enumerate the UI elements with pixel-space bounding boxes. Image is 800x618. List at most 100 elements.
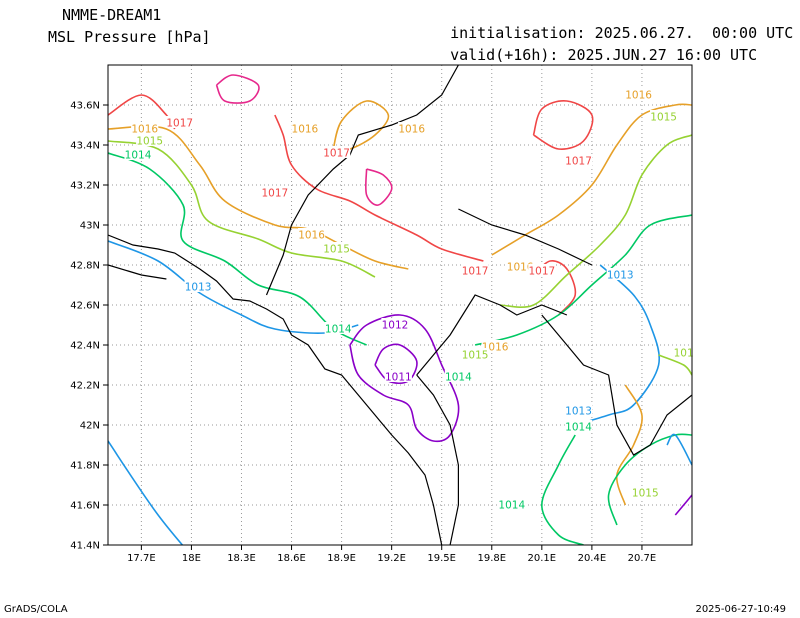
lon-tick-label: 20.4E bbox=[578, 553, 607, 564]
country-border bbox=[458, 208, 593, 266]
country-border bbox=[265, 65, 459, 296]
isobar-label: 1017 bbox=[528, 266, 555, 278]
isobar-label-bg bbox=[650, 110, 678, 122]
lat-tick-label: 41.6N bbox=[70, 501, 100, 512]
isobar-label: 1015 bbox=[136, 136, 163, 148]
init-value: 2025.06.27. 00:00 UTC bbox=[594, 24, 794, 42]
isobar-label-bg bbox=[506, 260, 534, 272]
lat-tick-label: 43.4N bbox=[70, 141, 100, 152]
model-title: NMME-DREAM1 bbox=[62, 6, 162, 24]
isobar-label-bg bbox=[131, 122, 159, 134]
isobar-label-bg bbox=[461, 264, 489, 276]
isobar-1012 bbox=[674, 494, 692, 516]
isobar-1014 bbox=[108, 152, 367, 346]
country-border bbox=[416, 294, 568, 376]
isobar-label-bg bbox=[381, 318, 409, 330]
isobar-label-bg bbox=[322, 242, 351, 254]
isobar-label-bg bbox=[297, 228, 326, 240]
isobar-label: 1015 bbox=[650, 112, 677, 124]
axes: 17.7E 18E 18.3E 18.6E 18.9E 19.2E 19.5E 19.8E 20… bbox=[70, 101, 656, 565]
isobar-1017 bbox=[532, 260, 577, 316]
isobar-1015 bbox=[658, 354, 692, 376]
isobar-1017 bbox=[274, 114, 484, 262]
coastline bbox=[108, 264, 167, 280]
isobar-label: 1016 bbox=[507, 262, 534, 274]
isobar-label-bg bbox=[631, 486, 659, 498]
valid-label: valid(+16h): bbox=[450, 46, 559, 64]
isobar-label-bg bbox=[564, 420, 593, 432]
isobar-1012 bbox=[349, 314, 460, 443]
lon-tick-label: 20.1E bbox=[528, 553, 557, 564]
isobar-label-bg bbox=[528, 264, 556, 276]
isobars bbox=[108, 74, 692, 545]
lat-tick-label: 41.4N bbox=[70, 541, 100, 552]
lat-tick-label: 41.8N bbox=[70, 461, 100, 472]
lon-tick-label: 19.2E bbox=[377, 553, 406, 564]
isobar-label: 1014 bbox=[498, 500, 525, 512]
lat-tick-label: 42.8N bbox=[70, 261, 100, 272]
isobar-1018 bbox=[215, 74, 260, 104]
isobar-1014 bbox=[607, 433, 692, 526]
coastlines-borders bbox=[108, 65, 692, 545]
isobar-label: 1016 bbox=[292, 124, 319, 136]
isobar-label-bg bbox=[136, 134, 164, 146]
isobar-label-bg bbox=[498, 498, 526, 510]
isobar-label: 1014 bbox=[565, 422, 592, 434]
run-timestamp: 2025-06-27-10:49 bbox=[695, 604, 786, 615]
isobar-1016 bbox=[616, 384, 643, 506]
lon-tick-label: 19.5E bbox=[427, 553, 456, 564]
isobar-1013 bbox=[666, 433, 692, 466]
isobar-label-bg bbox=[461, 348, 489, 360]
isobar-label: 1016 bbox=[625, 90, 652, 102]
credit: GrADS/COLA bbox=[4, 604, 68, 615]
isobar-label-bg bbox=[606, 268, 634, 280]
isobar-label: 1015 bbox=[462, 350, 489, 362]
lat-tick-label: 42N bbox=[80, 421, 100, 432]
isobar-1013 bbox=[108, 240, 359, 334]
isobar-1013 bbox=[108, 440, 184, 545]
isobar-1014 bbox=[474, 214, 692, 346]
isobar-label-bg bbox=[124, 148, 152, 160]
lat-tick-label: 42.6N bbox=[70, 301, 100, 312]
isobar-label: 1013 bbox=[565, 406, 592, 418]
isobar-label: 1017 bbox=[323, 148, 350, 160]
isobar-label: 1017 bbox=[565, 156, 592, 168]
isobar-label: 1015 bbox=[323, 244, 350, 256]
isobar-1015 bbox=[500, 134, 692, 308]
isobar-label-bg bbox=[324, 322, 352, 334]
isobar-label-bg bbox=[322, 146, 351, 158]
country-border bbox=[541, 314, 692, 456]
isobar-label: 1017 bbox=[462, 266, 489, 278]
isobar-label-bg bbox=[184, 280, 212, 292]
isobar-label-bg bbox=[564, 404, 593, 416]
isobar-label: 1016 bbox=[398, 124, 425, 136]
isobar-label: 1013 bbox=[607, 270, 634, 282]
variable-title: MSL Pressure [hPa] bbox=[48, 28, 211, 46]
isobar-label: 101 bbox=[674, 348, 694, 360]
isobar-label: 1011 bbox=[385, 372, 412, 384]
isobar-label-bg bbox=[384, 370, 412, 382]
lat-tick-label: 43N bbox=[80, 221, 100, 232]
lon-tick-label: 20.7E bbox=[628, 553, 657, 564]
lat-tick-label: 43.6N bbox=[70, 101, 100, 112]
isobar-label-bg bbox=[166, 116, 194, 128]
isobar-label-bg bbox=[564, 154, 593, 166]
lon-tick-label: 17.7E bbox=[127, 553, 156, 564]
isobar-label: 1016 bbox=[131, 124, 158, 136]
lon-tick-label: 19.8E bbox=[477, 553, 506, 564]
isobar-1014 bbox=[540, 434, 584, 545]
init-label: initialisation: bbox=[450, 24, 586, 42]
isobar-label: 1015 bbox=[632, 488, 659, 500]
isobar-label-bg bbox=[291, 122, 319, 134]
lon-tick-label: 18.3E bbox=[227, 553, 256, 564]
lon-tick-label: 18.6E bbox=[277, 553, 306, 564]
lat-tick-label: 42.4N bbox=[70, 341, 100, 352]
lon-tick-label: 18.9E bbox=[327, 553, 356, 564]
lat-tick-label: 42.2N bbox=[70, 381, 100, 392]
isobar-label-bg bbox=[625, 88, 653, 100]
isobar-label: 1014 bbox=[325, 324, 352, 336]
isobar-label: 1017 bbox=[166, 118, 193, 130]
isobar-label: 1016 bbox=[298, 230, 325, 242]
